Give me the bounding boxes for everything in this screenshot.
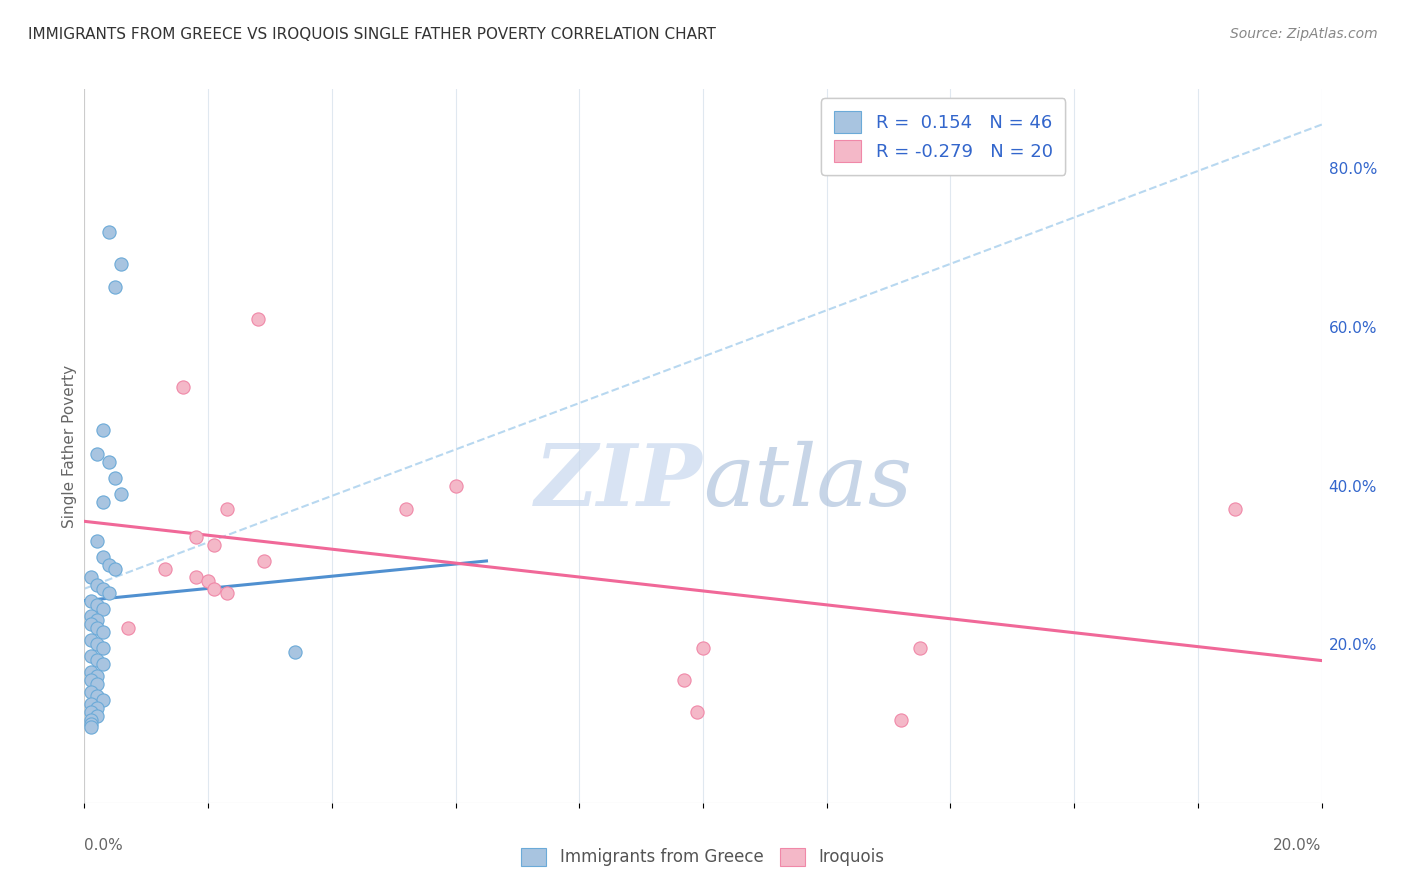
Point (79, 617, 101, 632)
Point (197, 574, 219, 588)
Point (91, 423, 114, 437)
Point (79, 685, 101, 699)
Point (86, 598, 108, 612)
Point (86, 653, 108, 667)
Point (86, 669, 108, 683)
Point (202, 538, 225, 552)
Text: Source: ZipAtlas.com: Source: ZipAtlas.com (1230, 27, 1378, 41)
Point (91, 657, 114, 671)
Point (215, 502, 238, 516)
Point (86, 534, 108, 549)
Point (91, 601, 114, 615)
Point (86, 708, 108, 723)
Point (184, 570, 207, 584)
Point (91, 494, 114, 508)
Text: 0.0%: 0.0% (84, 838, 124, 854)
Point (91, 641, 114, 656)
Point (246, 312, 269, 326)
Point (86, 689, 108, 703)
Legend: R =  0.154   N = 46, R = -0.279   N = 20: R = 0.154 N = 46, R = -0.279 N = 20 (821, 98, 1066, 175)
Point (86, 700, 108, 714)
Point (98, 225, 121, 239)
Point (153, 562, 176, 576)
Point (79, 673, 101, 687)
Point (86, 621, 108, 635)
Point (86, 578, 108, 592)
Point (284, 645, 307, 659)
Point (395, 502, 418, 516)
Point (104, 280, 127, 294)
Text: ZIP: ZIP (536, 440, 703, 524)
Point (91, 692, 114, 706)
Point (86, 447, 108, 461)
Point (444, 478, 467, 492)
Point (98, 455, 121, 469)
Point (1223, 502, 1246, 516)
Point (79, 633, 101, 648)
Legend: Immigrants from Greece, Iroquois: Immigrants from Greece, Iroquois (513, 839, 893, 875)
Point (79, 713, 101, 727)
Point (91, 549, 114, 564)
Point (91, 625, 114, 640)
Point (86, 637, 108, 651)
Point (110, 257, 132, 271)
Point (908, 641, 931, 656)
Point (79, 593, 101, 607)
Text: 20.0%: 20.0% (1274, 838, 1322, 854)
Point (117, 621, 139, 635)
Point (98, 558, 121, 572)
Text: IMMIGRANTS FROM GREECE VS IROQUOIS SINGLE FATHER POVERTY CORRELATION CHART: IMMIGRANTS FROM GREECE VS IROQUOIS SINGL… (28, 27, 716, 42)
Point (686, 705, 709, 719)
Point (104, 471, 127, 485)
Point (86, 677, 108, 691)
Point (79, 705, 101, 719)
Point (104, 562, 127, 576)
Point (98, 585, 121, 599)
Text: atlas: atlas (703, 441, 912, 523)
Point (253, 554, 276, 568)
Point (79, 716, 101, 731)
Point (673, 673, 696, 687)
Point (215, 585, 238, 599)
Point (91, 582, 114, 596)
Point (184, 530, 207, 544)
Point (79, 697, 101, 711)
Point (86, 614, 108, 628)
Point (110, 486, 132, 500)
Point (692, 641, 714, 656)
Point (202, 582, 225, 596)
Y-axis label: Single Father Poverty: Single Father Poverty (62, 365, 77, 527)
Point (79, 649, 101, 664)
Point (172, 379, 194, 393)
Point (79, 609, 101, 624)
Point (79, 721, 101, 735)
Point (890, 713, 912, 727)
Point (79, 570, 101, 584)
Point (79, 665, 101, 679)
